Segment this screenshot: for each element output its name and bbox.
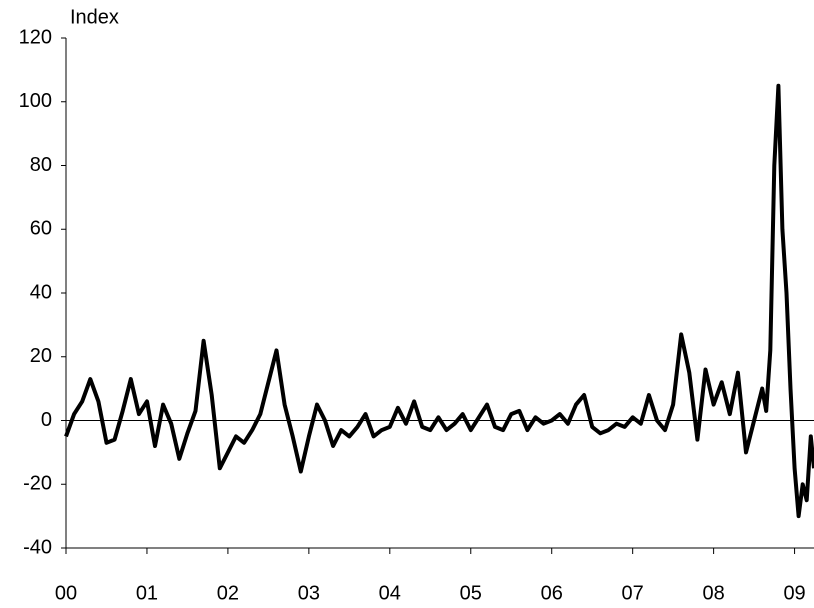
- x-tick-label: 03: [298, 582, 320, 604]
- y-tick-label: -40: [23, 536, 52, 558]
- x-tick-label: 01: [136, 582, 158, 604]
- x-tick-label: 06: [541, 582, 563, 604]
- x-tick-label: 05: [460, 582, 482, 604]
- y-tick-label: 40: [30, 281, 52, 303]
- x-tick-label: 04: [379, 582, 401, 604]
- x-tick-label: 08: [702, 582, 724, 604]
- x-tick-label: 09: [783, 582, 805, 604]
- data-line: [64, 83, 814, 519]
- y-tick-label: 120: [19, 26, 52, 48]
- y-axis-label: Index: [70, 6, 119, 28]
- x-tick-label: 02: [217, 582, 239, 604]
- y-tick-label: 20: [30, 345, 52, 367]
- y-tick-label: 100: [19, 90, 52, 112]
- y-tick-label: 0: [41, 409, 52, 431]
- y-tick-label: -20: [23, 473, 52, 495]
- x-tick-label: 00: [55, 582, 77, 604]
- y-tick-label: 80: [30, 154, 52, 176]
- y-tick-label: 60: [30, 218, 52, 240]
- x-tick-label: 07: [622, 582, 644, 604]
